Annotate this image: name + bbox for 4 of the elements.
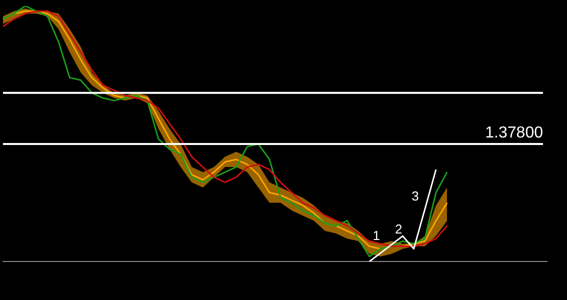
annotation: 3 (412, 188, 419, 204)
annotation: 1 (372, 228, 380, 243)
annotation: 2 (394, 222, 402, 237)
annotation: 1.37800 (485, 124, 544, 142)
